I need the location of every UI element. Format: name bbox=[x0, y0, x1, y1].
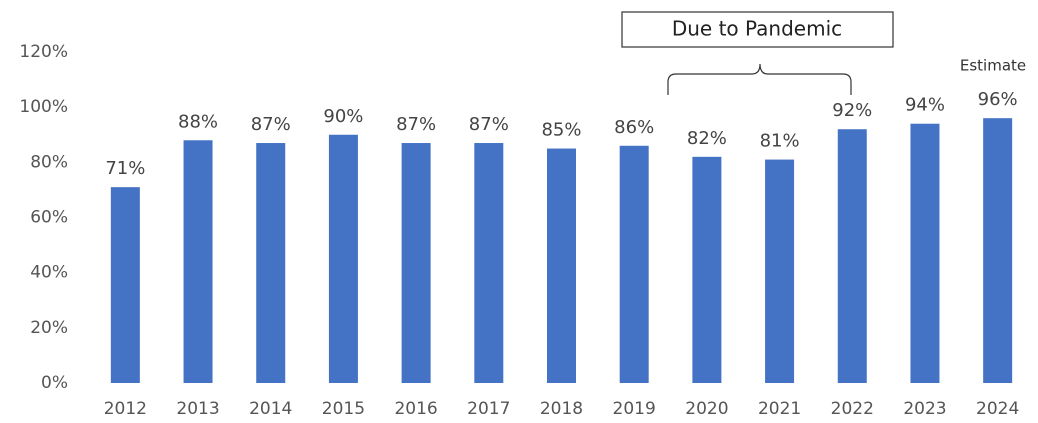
bar bbox=[328, 134, 358, 383]
bar bbox=[910, 123, 940, 383]
bar bbox=[110, 187, 140, 383]
bar bbox=[619, 145, 649, 383]
y-tick-label: 60% bbox=[30, 208, 68, 228]
data-label: 81% bbox=[760, 131, 800, 152]
data-label: 90% bbox=[323, 106, 363, 127]
x-tick-label: 2023 bbox=[903, 399, 946, 419]
y-tick-label: 40% bbox=[30, 263, 68, 283]
annotation: Due to Pandemic bbox=[672, 17, 842, 41]
bar bbox=[837, 129, 867, 383]
x-tick-label: 2022 bbox=[831, 399, 874, 419]
x-tick-label: 2019 bbox=[613, 399, 656, 419]
bar bbox=[547, 148, 576, 383]
x-tick-label: 2016 bbox=[394, 399, 437, 419]
bar bbox=[765, 159, 795, 383]
bar bbox=[401, 143, 431, 383]
data-label: 87% bbox=[251, 114, 291, 135]
y-tick-label: 0% bbox=[41, 373, 68, 393]
x-tick-label: 2013 bbox=[176, 399, 219, 419]
x-tick-label: 2020 bbox=[685, 399, 728, 419]
bar bbox=[256, 143, 286, 383]
x-tick-label: 2012 bbox=[104, 399, 147, 419]
bar bbox=[692, 156, 722, 383]
data-label: 96% bbox=[978, 89, 1018, 110]
data-label: 92% bbox=[832, 100, 872, 121]
data-label: 86% bbox=[614, 117, 654, 138]
brace bbox=[667, 63, 852, 95]
y-tick-label: 20% bbox=[30, 318, 68, 338]
data-label: 88% bbox=[178, 111, 218, 132]
data-label: 94% bbox=[905, 95, 945, 116]
x-tick-label: 2018 bbox=[540, 399, 583, 419]
x-tick-label: 2021 bbox=[758, 399, 801, 419]
data-label: 71% bbox=[105, 158, 145, 179]
x-tick-label: 2015 bbox=[322, 399, 365, 419]
data-label: 82% bbox=[687, 128, 727, 149]
x-tick-label: 2024 bbox=[976, 399, 1019, 419]
y-tick-label: 100% bbox=[19, 97, 68, 117]
annotation-box bbox=[621, 11, 894, 48]
bar bbox=[474, 143, 504, 383]
y-tick-label: 80% bbox=[30, 152, 68, 172]
data-label: 87% bbox=[396, 114, 436, 135]
x-tick-label: 2017 bbox=[467, 399, 510, 419]
annotation: Estimate bbox=[960, 57, 1026, 75]
data-label: 85% bbox=[541, 120, 581, 141]
y-tick-label: 120% bbox=[19, 42, 68, 62]
bar bbox=[983, 118, 1013, 383]
bar bbox=[183, 140, 213, 383]
x-tick-label: 2014 bbox=[249, 399, 292, 419]
data-label: 87% bbox=[469, 114, 509, 135]
